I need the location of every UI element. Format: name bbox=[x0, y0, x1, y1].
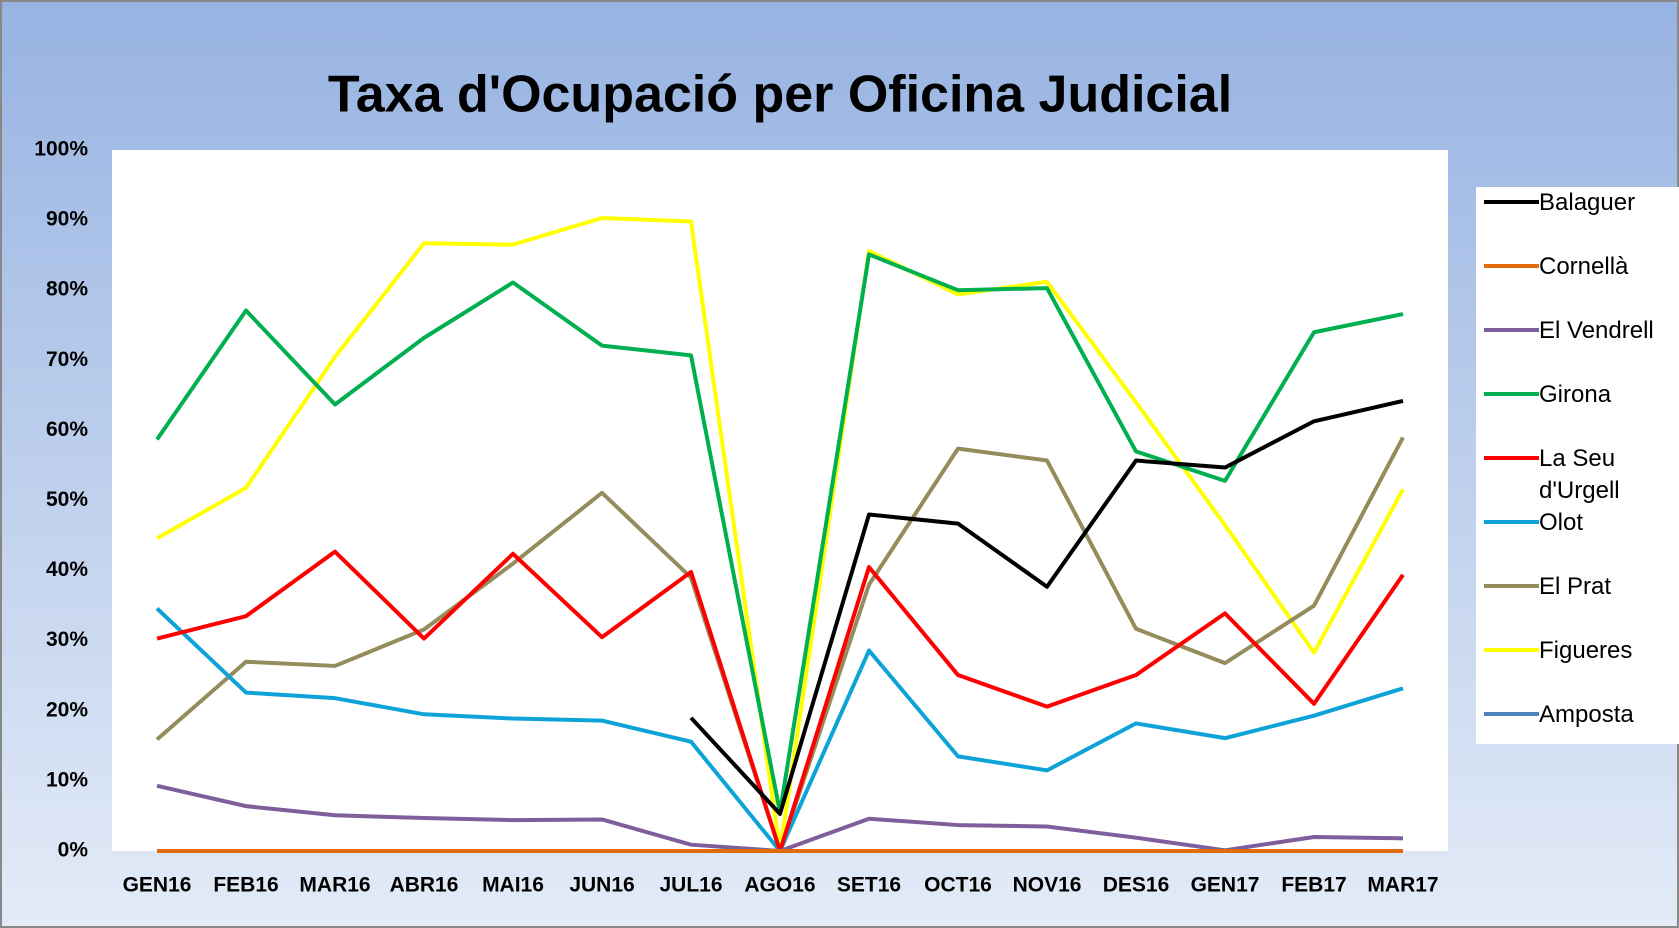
legend-label: Figueres bbox=[1539, 637, 1633, 664]
legend-item: Girona bbox=[1484, 379, 1674, 411]
legend-swatch bbox=[1484, 648, 1539, 652]
legend-swatch bbox=[1484, 520, 1539, 524]
plot-area bbox=[112, 150, 1448, 851]
x-tick-label: SET16 bbox=[837, 874, 901, 897]
series-line bbox=[689, 399, 1404, 816]
y-tick-label: 20% bbox=[46, 698, 88, 721]
x-tick-label: GEN17 bbox=[1191, 874, 1260, 897]
legend-swatch bbox=[1484, 712, 1539, 716]
legend-label: Balaguer bbox=[1539, 189, 1636, 216]
legend-item: Cornellà bbox=[1484, 251, 1674, 283]
x-tick-label: MAI16 bbox=[482, 874, 544, 897]
x-tick-label: NOV16 bbox=[1013, 874, 1082, 897]
legend-label: Olot bbox=[1539, 509, 1584, 536]
legend-item: La Seu d'Urgell bbox=[1484, 443, 1674, 507]
legend-label: Girona bbox=[1539, 381, 1612, 408]
x-tick-label: ABR16 bbox=[390, 874, 459, 897]
legend-label: Amposta bbox=[1539, 701, 1634, 728]
y-tick-label: 100% bbox=[34, 138, 88, 161]
x-tick-label: JUN16 bbox=[569, 874, 634, 897]
legend-swatch bbox=[1484, 200, 1539, 204]
legend-item: Figueres bbox=[1484, 635, 1674, 667]
legend-swatch bbox=[1484, 328, 1539, 332]
legend-label: El Prat bbox=[1539, 573, 1612, 600]
legend-swatch bbox=[1484, 456, 1539, 460]
y-tick-label: 70% bbox=[46, 348, 88, 371]
y-tick-label: 80% bbox=[46, 278, 88, 301]
y-tick-label: 40% bbox=[46, 558, 88, 581]
x-tick-label: AGO16 bbox=[744, 874, 815, 897]
x-tick-label: OCT16 bbox=[924, 874, 992, 897]
x-tick-label: MAR17 bbox=[1367, 874, 1438, 897]
legend-item: El Vendrell bbox=[1484, 315, 1674, 347]
legend-swatch bbox=[1484, 264, 1539, 268]
legend-label: El Vendrell bbox=[1539, 317, 1654, 344]
y-tick-label: 10% bbox=[46, 768, 88, 791]
legend-label: La Seu d'Urgell bbox=[1539, 445, 1620, 504]
y-tick-label: 30% bbox=[46, 628, 88, 651]
chart-title: Taxa d'Ocupació per Oficina Judicial bbox=[328, 66, 1232, 124]
y-tick-label: 60% bbox=[46, 418, 88, 441]
legend-item: Amposta bbox=[1484, 699, 1674, 731]
x-tick-label: JUL16 bbox=[659, 874, 722, 897]
legend-label: Cornellà bbox=[1539, 253, 1629, 280]
x-tick-label: GEN16 bbox=[123, 874, 192, 897]
x-tick-label: FEB16 bbox=[213, 874, 278, 897]
legend-swatch bbox=[1484, 392, 1539, 396]
x-tick-label: FEB17 bbox=[1281, 874, 1346, 897]
legend: Balaguer Cornellà El Vendrell Girona La Seu … bbox=[1476, 187, 1679, 744]
y-tick-label: 50% bbox=[46, 488, 88, 511]
x-tick-label: MAR16 bbox=[299, 874, 370, 897]
y-tick-label: 0% bbox=[58, 839, 89, 862]
x-tick-label: DES16 bbox=[1103, 874, 1170, 897]
y-tick-label: 90% bbox=[46, 208, 88, 231]
legend-item: Balaguer bbox=[1484, 187, 1674, 219]
legend-item: El Prat bbox=[1484, 571, 1674, 603]
legend-swatch bbox=[1484, 584, 1539, 588]
legend-item: Olot bbox=[1484, 507, 1674, 539]
